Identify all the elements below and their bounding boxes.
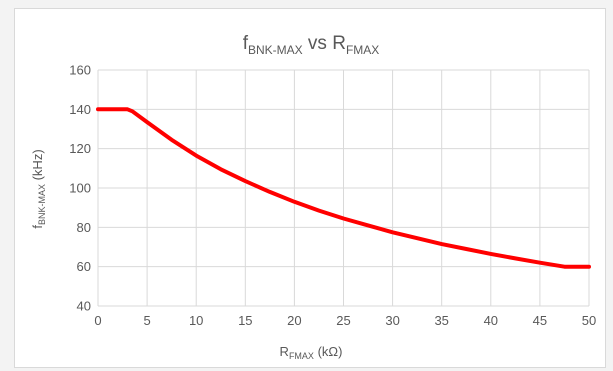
y-axis-label-main: f (30, 225, 45, 229)
x-tick-label: 30 (385, 313, 399, 328)
x-axis-label-subscript: FMAX (289, 351, 314, 361)
title-r-subscript: FMAX (346, 43, 379, 57)
title-r: R (332, 33, 346, 54)
chart-title: fBNK-MAX vs RFMAX (243, 33, 380, 57)
x-tick-label: 15 (238, 313, 252, 328)
y-tick-label: 120 (69, 141, 91, 156)
x-tick-label: 10 (189, 313, 203, 328)
x-axis-label-main: R (280, 344, 289, 359)
y-axis-label: fBNK-MAX (kHz) (30, 149, 47, 228)
y-axis-label-subscript: BNK-MAX (37, 184, 47, 225)
y-tick-label: 60 (77, 259, 91, 274)
y-axis-label-unit: (kHz) (30, 149, 45, 184)
x-tick-label: 5 (143, 313, 150, 328)
x-axis-label: RFMAX (kΩ) (280, 344, 343, 361)
x-tick-label: 35 (434, 313, 448, 328)
series-group (96, 107, 591, 269)
y-tick-label: 140 (69, 102, 91, 117)
x-tick-label: 45 (533, 313, 547, 328)
title-f: f (243, 33, 249, 54)
y-tick-label: 160 (69, 63, 91, 78)
gridlines (97, 69, 590, 307)
y-tick-label: 40 (77, 299, 91, 314)
x-tick-labels: 0 5 10 15 20 25 30 35 40 45 50 (94, 313, 596, 328)
x-tick-label: 0 (94, 313, 101, 328)
x-tick-label: 20 (287, 313, 301, 328)
title-vs: vs (303, 33, 333, 54)
title-f-subscript: BNK-MAX (248, 43, 303, 57)
y-tick-label: 100 (69, 181, 91, 196)
x-axis-label-unit: (kΩ) (314, 344, 343, 359)
y-tick-labels: 40 60 80 100 120 140 160 (69, 63, 91, 314)
y-tick-label: 80 (77, 220, 91, 235)
x-tick-label: 50 (582, 313, 596, 328)
x-tick-label: 40 (484, 313, 498, 328)
series-line (96, 107, 591, 269)
x-tick-label: 25 (336, 313, 350, 328)
